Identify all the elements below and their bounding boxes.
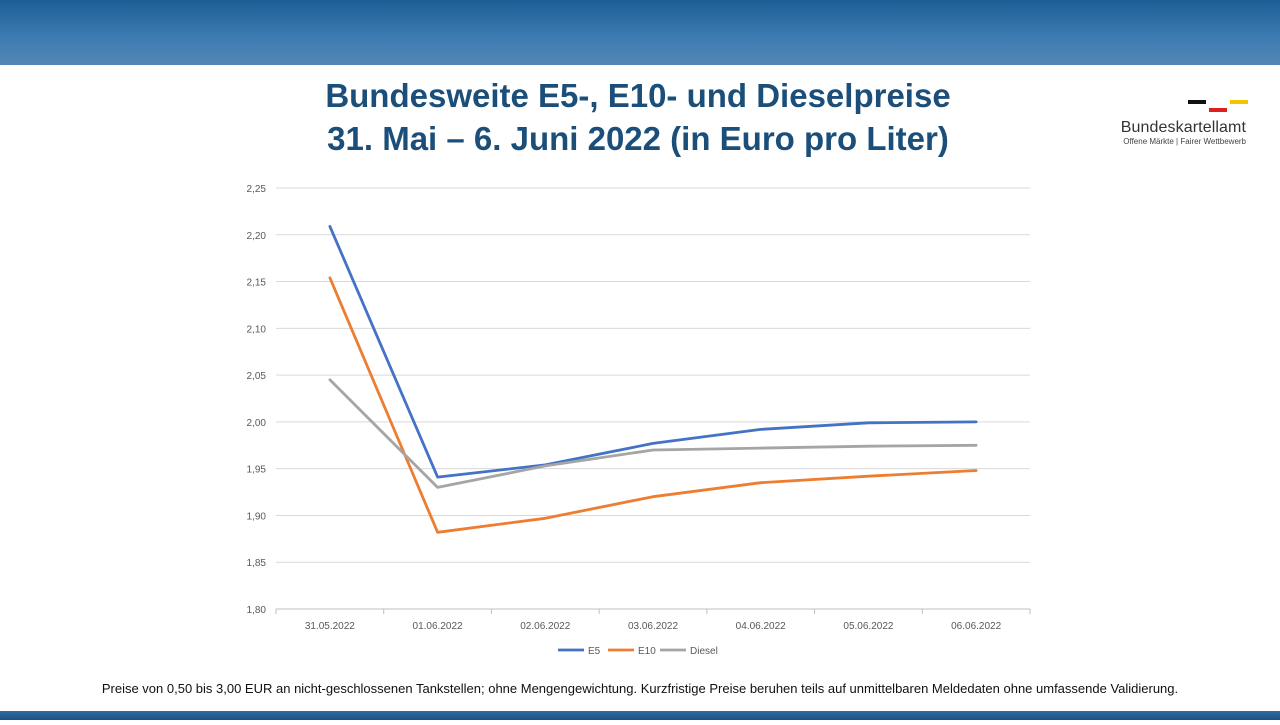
- x-tick-labels: 31.05.2022 01.06.2022 02.06.2022 03.06.2022…: [305, 621, 1002, 632]
- flag-red-bar: [1209, 108, 1227, 112]
- series-line-diesel: [328, 378, 978, 489]
- x-tick-label: 04.06.2022: [736, 621, 786, 632]
- x-tick-label: 02.06.2022: [520, 621, 570, 632]
- y-tick-labels: 1,80 1,85 1,90 1,95 2,00 2,05 2,10 2,15 2,20 2,25: [247, 184, 267, 616]
- flag-icon: [1110, 100, 1260, 112]
- y-tick-label: 2,10: [247, 324, 267, 335]
- gridlines: [276, 187, 1030, 563]
- flag-gold-bar: [1230, 100, 1248, 104]
- legend-label-e5: E5: [588, 646, 601, 657]
- x-tick-label: 05.06.2022: [843, 621, 893, 632]
- header-band: [0, 0, 1280, 65]
- y-tick-label: 2,05: [247, 371, 267, 382]
- title-line-2: 31. Mai – 6. Juni 2022 (in Euro pro Lite…: [327, 120, 949, 157]
- flag-black-bar: [1188, 100, 1206, 104]
- x-tick-label: 01.06.2022: [413, 621, 463, 632]
- y-tick-label: 1,85: [247, 558, 267, 569]
- footnote: Preise von 0,50 bis 3,00 EUR an nicht-ge…: [101, 681, 1179, 696]
- y-tick-label: 2,00: [247, 418, 267, 429]
- y-tick-label: 1,80: [247, 605, 267, 616]
- x-tick-label: 31.05.2022: [305, 621, 355, 632]
- series-line-e10: [328, 276, 978, 534]
- title-line-1: Bundesweite E5-, E10- und Dieselpreise: [325, 77, 951, 114]
- x-axis: [275, 608, 1031, 614]
- series-lines: [328, 224, 978, 534]
- bundeskartellamt-logo: Bundeskartellamt Offene Märkte | Fairer …: [1110, 100, 1260, 147]
- page-title: Bundesweite E5-, E10- und Dieselpreise 3…: [238, 74, 1038, 160]
- y-tick-label: 2,15: [247, 278, 267, 289]
- y-tick-label: 2,25: [247, 184, 267, 195]
- y-tick-label: 1,95: [247, 465, 267, 476]
- legend-label-e10: E10: [638, 646, 656, 657]
- legend: E5 E10 Diesel: [558, 646, 718, 657]
- legend-label-diesel: Diesel: [690, 646, 718, 657]
- y-tick-label: 2,20: [247, 231, 267, 242]
- y-tick-label: 1,90: [247, 511, 267, 522]
- logo-name: Bundeskartellamt: [1120, 119, 1246, 136]
- footer-band: [0, 711, 1280, 720]
- x-tick-label: 06.06.2022: [951, 621, 1001, 632]
- logo-tagline: Offene Märkte | Fairer Wettbewerb: [1123, 137, 1246, 146]
- series-line-e5: [328, 224, 978, 479]
- x-tick-label: 03.06.2022: [628, 621, 678, 632]
